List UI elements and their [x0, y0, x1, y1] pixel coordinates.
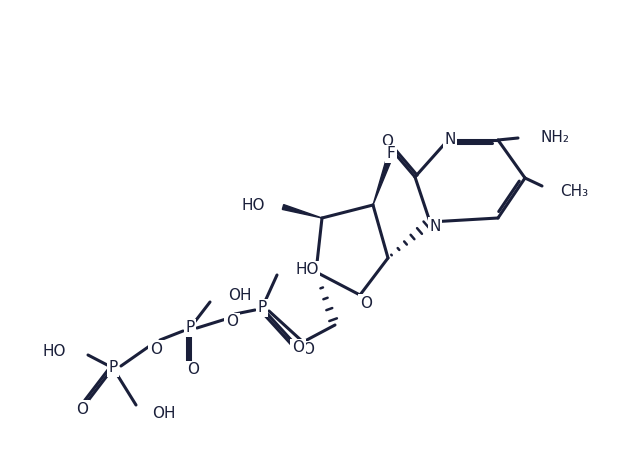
Text: F: F — [387, 147, 396, 162]
Polygon shape — [373, 161, 390, 205]
Text: O: O — [381, 134, 393, 149]
Text: O: O — [76, 401, 88, 416]
Polygon shape — [282, 204, 322, 218]
Text: P: P — [108, 360, 118, 376]
Text: O: O — [187, 362, 199, 377]
Text: N: N — [444, 132, 456, 147]
Text: OH: OH — [152, 406, 175, 421]
Text: O: O — [292, 340, 304, 355]
Text: P: P — [257, 300, 267, 315]
Text: N: N — [429, 219, 441, 234]
Text: HO: HO — [241, 197, 265, 212]
Text: O: O — [360, 296, 372, 311]
Text: NH₂: NH₂ — [541, 131, 570, 146]
Text: O: O — [226, 314, 238, 329]
Text: OH: OH — [228, 289, 252, 304]
Text: P: P — [186, 321, 195, 336]
Text: O: O — [150, 342, 162, 357]
Text: CH₃: CH₃ — [560, 185, 588, 199]
Text: O: O — [302, 343, 314, 358]
Text: HO: HO — [42, 345, 66, 360]
Text: HO: HO — [295, 263, 319, 277]
